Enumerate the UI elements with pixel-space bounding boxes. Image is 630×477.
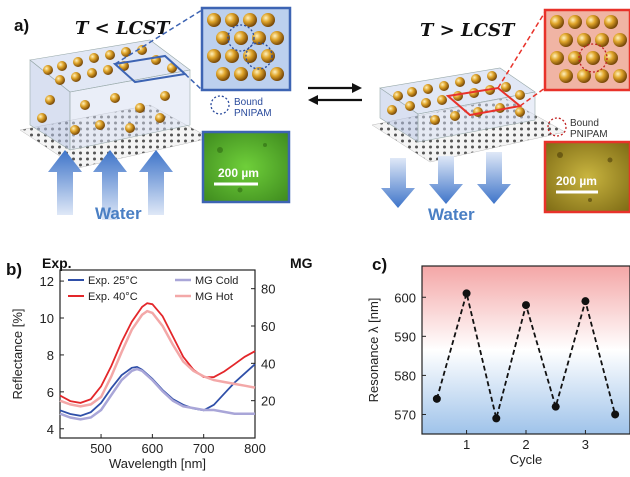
y2-tick-label: 40 — [261, 356, 275, 371]
right-scalebar-label: 200 µm — [556, 174, 597, 188]
x-tick-label: 600 — [142, 441, 164, 456]
y-tick-label: 570 — [394, 407, 416, 422]
left-water-label: Water — [95, 204, 142, 223]
data-point — [462, 289, 471, 298]
data-point — [611, 410, 620, 419]
panel-a-label: a) — [14, 16, 30, 35]
right-legend-label: Bound PNIPAM — [570, 118, 608, 140]
left-temp-label: T < LCST — [75, 18, 170, 39]
series-line-0 — [59, 363, 256, 417]
y-tick-label: 600 — [394, 290, 416, 305]
legend-label: MG Cold — [195, 275, 238, 287]
right-water-arrows — [381, 152, 511, 208]
data-point — [522, 301, 530, 310]
x-tick-label: 2 — [522, 437, 529, 452]
right-temp-label: T > LCST — [420, 20, 515, 41]
series-line-3 — [59, 309, 256, 408]
y-tick-label: 10 — [40, 311, 54, 326]
right-water-label: Water — [428, 205, 475, 224]
y-tick-label: 8 — [47, 348, 54, 363]
x-tick-label: 1 — [463, 437, 470, 452]
data-point — [492, 414, 501, 423]
legend-label: MG Hot — [195, 291, 233, 303]
x-tick-label: 3 — [582, 437, 589, 452]
resonance-chart: 1 2 3 570 580 590 600 Cycle Resonance λ [nm] — [366, 265, 630, 467]
y2-tick-label: 60 — [261, 319, 275, 334]
panel-c-label: c) — [372, 255, 388, 274]
data-point — [432, 394, 441, 403]
y-tick-label: 6 — [47, 385, 54, 400]
y-tick-label: 12 — [40, 274, 54, 289]
panel-a: a) T < LCST T > LCST — [0, 0, 630, 235]
panel-a-illustration — [19, 6, 630, 220]
reflectance-chart: 500 600 700 800 4 6 8 10 12 20 40 60 80 Wavelength [n… — [10, 269, 275, 471]
left-legend-label: Bound PNIPAM — [234, 97, 272, 119]
x-axis-label: Wavelength [nm] — [109, 456, 206, 471]
left-gold-particles — [37, 45, 177, 135]
x-tick-label: 700 — [193, 441, 215, 456]
y-tick-label: 4 — [47, 422, 54, 437]
left-water-arrows — [48, 150, 173, 220]
plot-background — [422, 266, 630, 434]
equilibrium-arrows — [308, 83, 362, 105]
right-micrograph — [543, 140, 630, 214]
right-zoom-box — [543, 8, 630, 92]
y-tick-label: 580 — [394, 368, 416, 383]
x-axis-label: Cycle — [510, 452, 543, 467]
data-point — [551, 402, 560, 411]
y-axis-label: Resonance λ [nm] — [366, 298, 381, 403]
left-micrograph — [201, 130, 291, 204]
y-axis-label: Reflectance [%] — [10, 308, 25, 399]
x-tick-label: 800 — [244, 441, 266, 456]
x-tick-label: 500 — [90, 441, 112, 456]
y2-tick-label: 20 — [261, 394, 275, 409]
left-zoom-box — [200, 6, 292, 92]
series-line-1 — [59, 302, 256, 404]
data-point — [581, 297, 590, 306]
legend-label: Exp. 25°C — [88, 275, 138, 287]
y2-tick-label: 80 — [261, 282, 275, 297]
legend-label: Exp. 40°C — [88, 291, 138, 303]
panel-b-right-axis-title: MG — [290, 255, 313, 271]
left-scalebar-label: 200 µm — [218, 166, 259, 180]
plot-frame — [59, 269, 256, 439]
panel-b-left-axis-title: Exp. — [42, 255, 72, 271]
y-tick-label: 590 — [394, 329, 416, 344]
panel-b-label: b) — [6, 260, 23, 279]
series-line-2 — [59, 367, 255, 421]
